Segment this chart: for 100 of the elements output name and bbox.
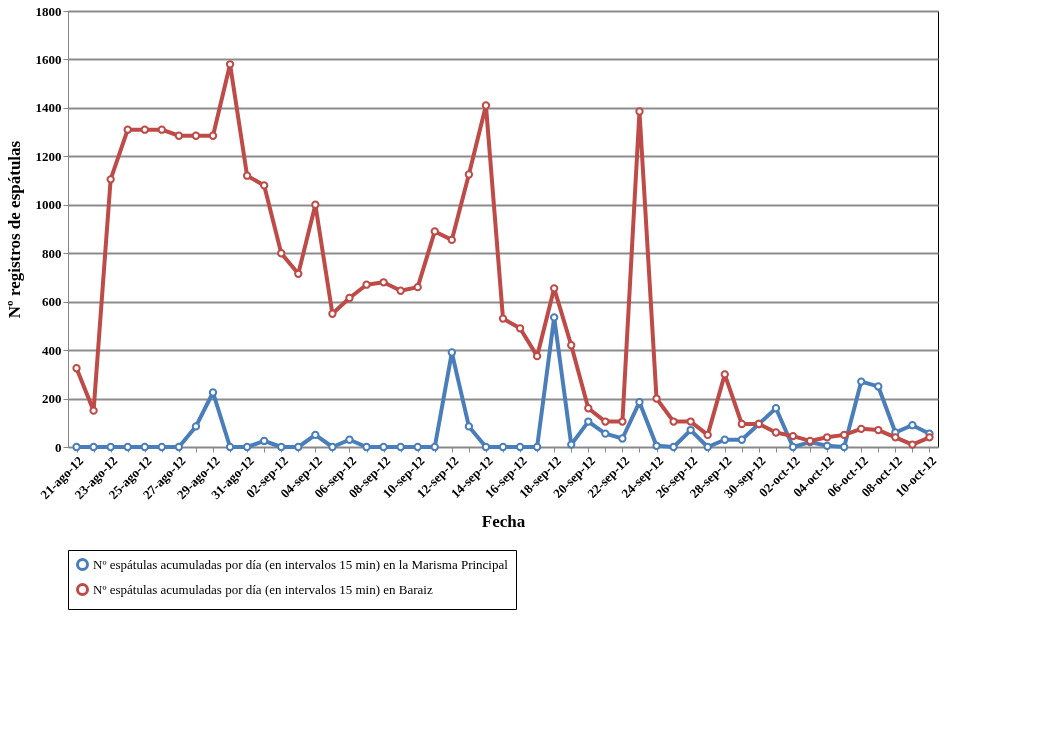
point (635, 107, 644, 116)
point (686, 417, 695, 426)
point (703, 430, 712, 440)
point (311, 430, 320, 440)
point (481, 442, 491, 452)
point (89, 406, 98, 415)
point (396, 442, 405, 452)
y-tick-label: 1200 (35, 148, 62, 164)
point (481, 101, 491, 110)
point (362, 442, 371, 452)
point (618, 417, 627, 426)
point (464, 422, 474, 431)
point (208, 388, 218, 397)
point (260, 181, 269, 190)
point (72, 364, 81, 373)
point (720, 435, 729, 444)
point (669, 442, 678, 452)
point (550, 313, 559, 322)
point (788, 431, 798, 441)
point (396, 286, 405, 295)
y-tick-label: 1800 (35, 3, 62, 19)
point (737, 419, 746, 429)
point (430, 442, 439, 452)
point (413, 442, 422, 452)
point (430, 227, 439, 236)
point (857, 377, 866, 386)
y-tick-label: 200 (42, 391, 62, 407)
point (601, 417, 610, 426)
point (260, 436, 269, 446)
point (532, 442, 542, 452)
point (840, 430, 849, 440)
point (618, 434, 627, 443)
point (652, 441, 661, 450)
point (140, 125, 149, 134)
point (601, 429, 610, 438)
point (498, 314, 508, 323)
point (686, 425, 695, 435)
point (72, 442, 81, 452)
point (840, 442, 849, 452)
legend-label: Nº espátulas acumuladas por día (en intervalos 15 min) en Baraiz (93, 581, 433, 597)
point (567, 341, 576, 350)
point (498, 442, 508, 452)
point (652, 394, 661, 403)
y-tick-label: 1600 (35, 51, 62, 67)
point (191, 422, 201, 431)
point (89, 442, 98, 452)
point (822, 441, 832, 450)
y-tick-label: 800 (42, 245, 62, 261)
point (106, 175, 115, 184)
y-tick-label: 0 (55, 439, 62, 455)
y-tick-label: 400 (42, 342, 62, 358)
point (550, 284, 559, 293)
point (225, 442, 235, 452)
point (379, 278, 388, 287)
point (584, 404, 593, 413)
point (277, 249, 286, 258)
point (874, 425, 883, 435)
point (891, 433, 900, 442)
point (908, 421, 917, 430)
point (857, 424, 866, 433)
point (174, 442, 184, 452)
point (311, 200, 320, 209)
point (157, 125, 166, 134)
point (771, 404, 781, 413)
point (208, 131, 218, 140)
point (242, 171, 252, 180)
point (584, 417, 593, 426)
point (822, 433, 832, 442)
point (379, 442, 388, 452)
point (771, 428, 781, 437)
point (345, 293, 354, 303)
point (515, 442, 525, 452)
point (908, 440, 917, 449)
point (277, 442, 286, 452)
point (157, 442, 166, 452)
point (669, 417, 678, 426)
point (345, 435, 354, 444)
y-tick-label: 1400 (35, 100, 62, 116)
point (788, 442, 798, 452)
point (515, 324, 525, 333)
point (123, 442, 132, 452)
x-axis-title: Fecha (481, 511, 526, 531)
point (413, 282, 422, 292)
point (737, 435, 746, 444)
legend-label: Nº espátulas acumuladas por día (en intervalos 15 min) en la Marisma Principal (93, 556, 509, 572)
point (225, 60, 235, 69)
y-axis-title: Nº registros de espátulas (4, 140, 24, 319)
point (532, 352, 542, 361)
point (447, 348, 456, 357)
point (174, 131, 184, 140)
point (874, 382, 883, 391)
point (328, 309, 337, 318)
point (447, 235, 456, 245)
point (362, 280, 371, 289)
point (294, 442, 303, 452)
point (242, 442, 252, 452)
point (328, 442, 337, 452)
point (703, 442, 712, 452)
point (720, 370, 729, 379)
point (294, 269, 303, 278)
